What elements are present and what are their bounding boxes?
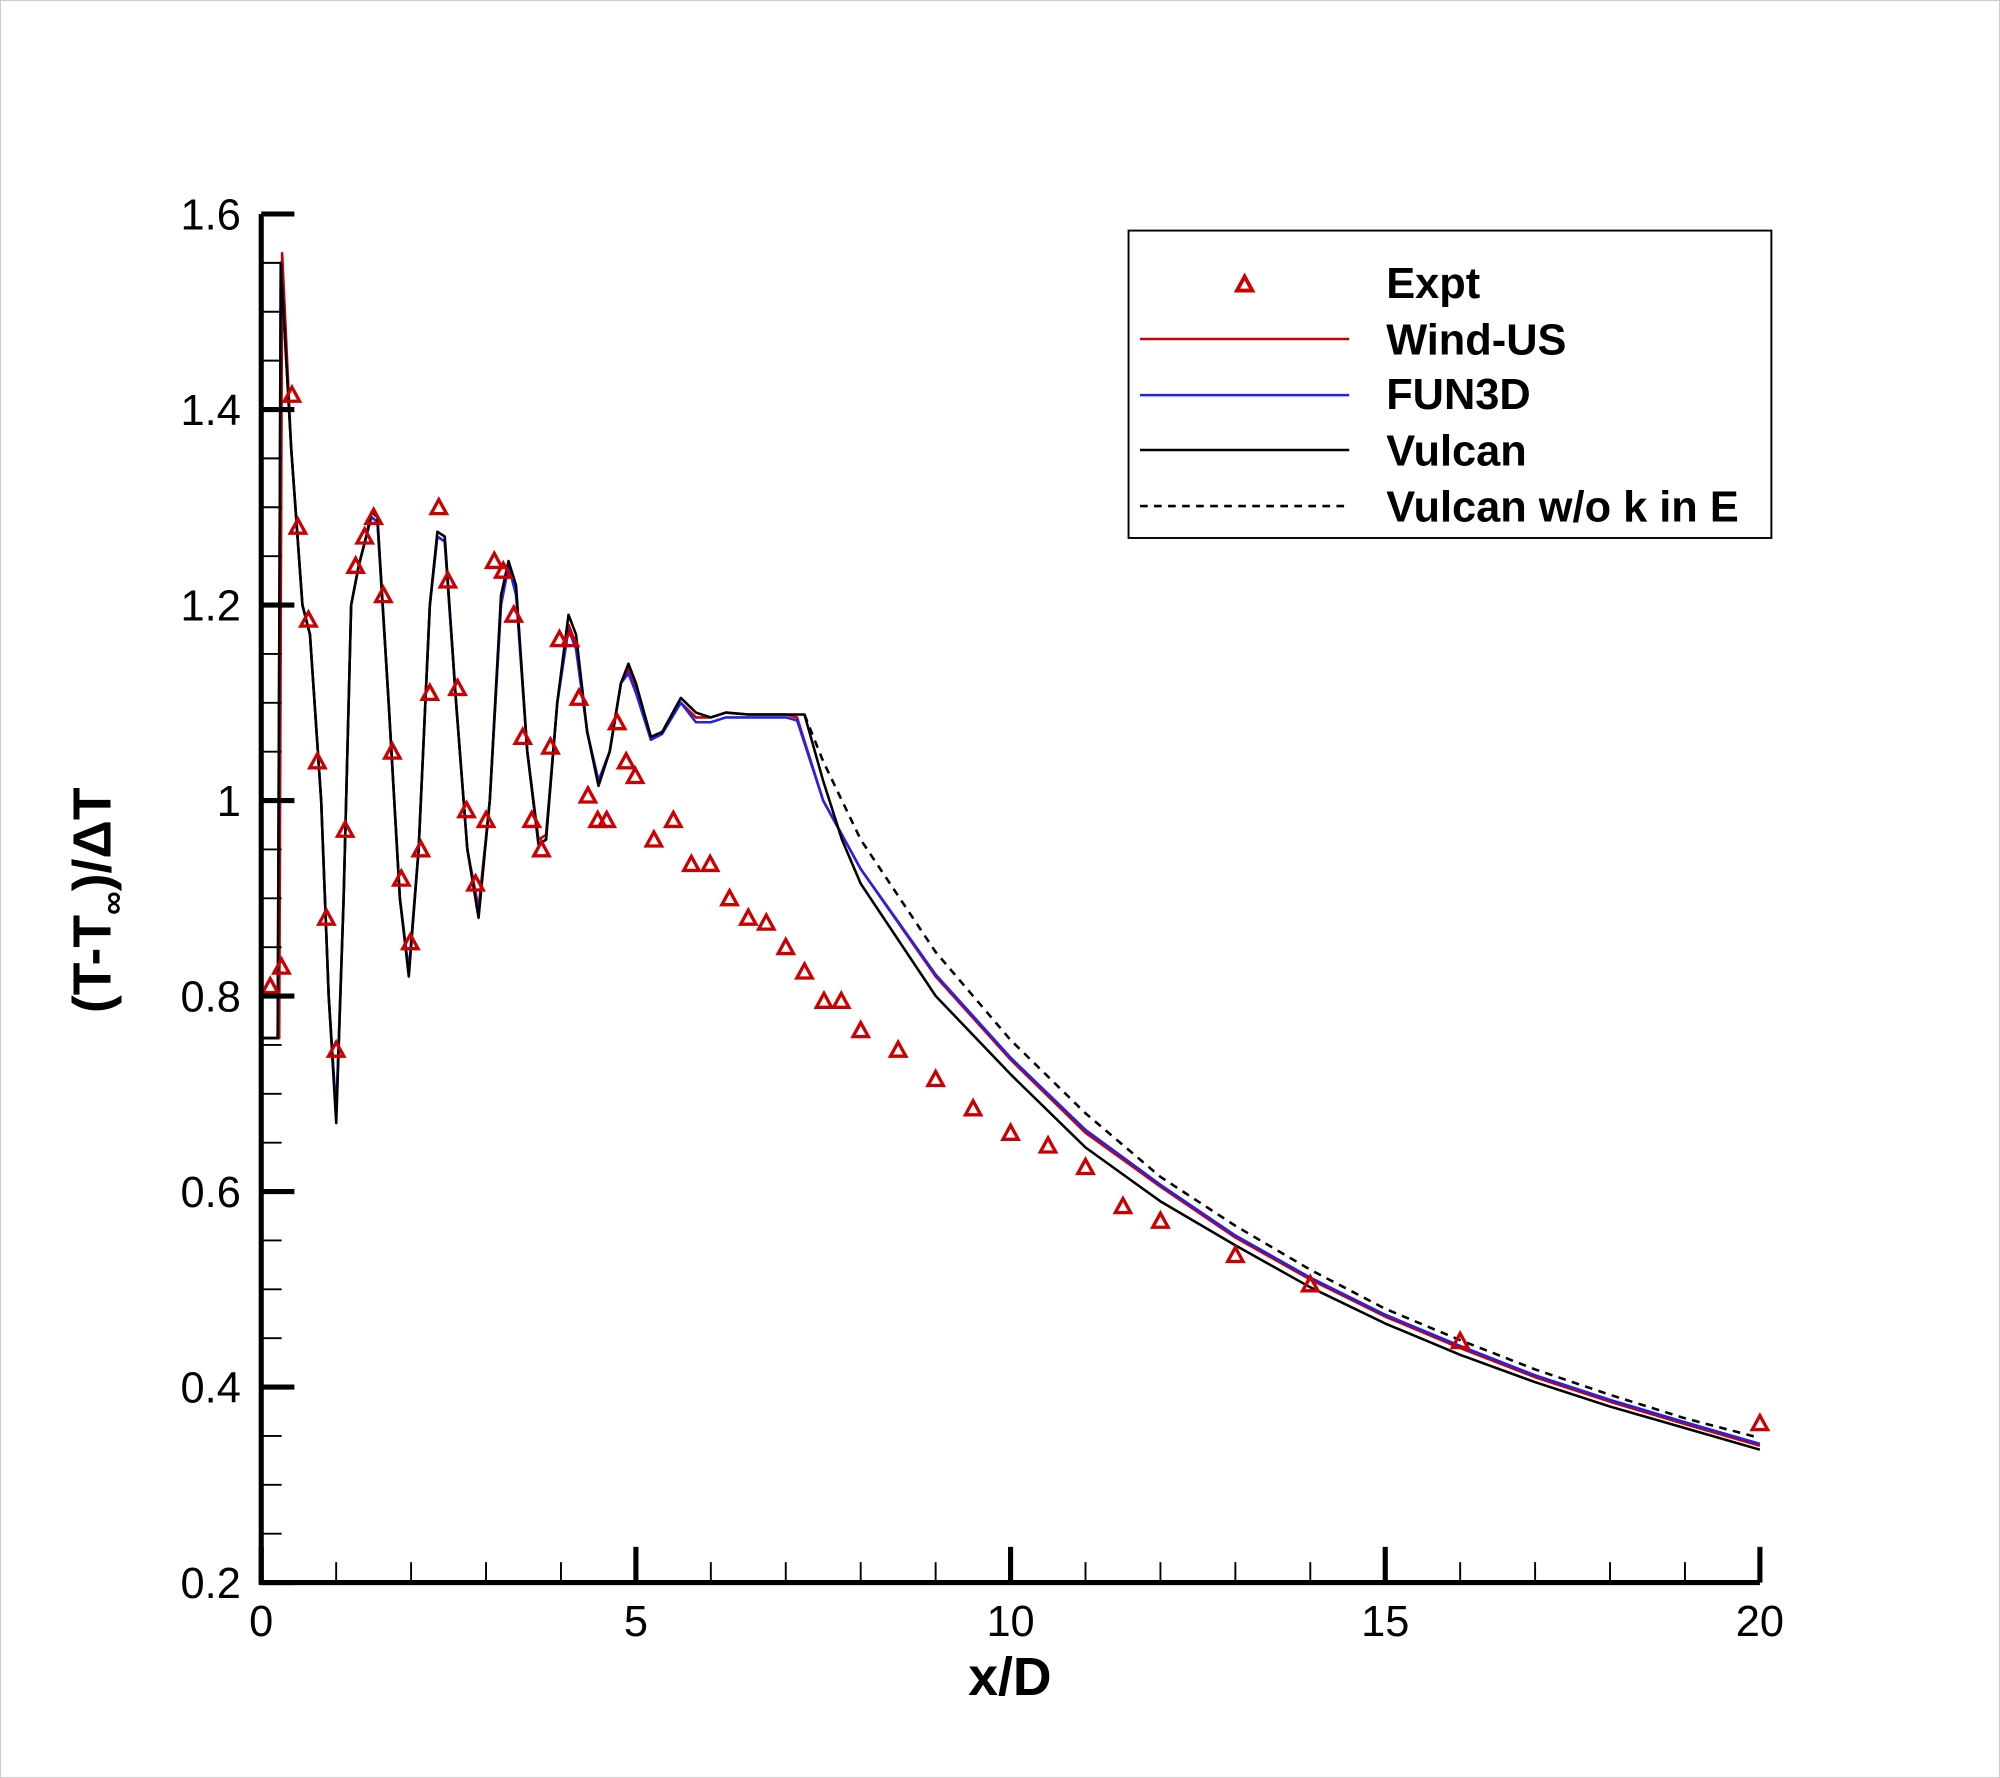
expt-point <box>447 677 469 697</box>
expt-point <box>1224 1243 1246 1264</box>
expt-point <box>643 828 665 848</box>
y-tick-label: 1.2 <box>181 582 241 630</box>
y-tick-label: 1 <box>217 778 241 826</box>
legend-label-expt: Expt <box>1386 260 1480 308</box>
y-axis-title-tail: )/ΔT <box>64 787 123 891</box>
expt-point <box>699 852 721 873</box>
legend-expt-marker <box>1233 272 1256 293</box>
tick-labels: 0 5 10 15 20 0.2 0.4 0.6 0.8 1 1.2 1.4 1.6 <box>181 191 1784 1646</box>
series-line-vulcan <box>261 261 1761 1451</box>
expt-point <box>540 735 561 755</box>
expt-point <box>281 383 303 403</box>
expt-point <box>372 584 394 604</box>
expt-point <box>549 628 570 648</box>
expt-point <box>315 906 337 926</box>
y-axis-title-sub: ∞ <box>94 891 131 915</box>
expt-point <box>624 764 646 785</box>
expt-point <box>962 1097 984 1117</box>
x-tick-label: 15 <box>1361 1598 1409 1646</box>
expt-point <box>483 549 505 570</box>
y-tick-label: 0.8 <box>181 973 241 1021</box>
expt-point <box>887 1038 909 1058</box>
expt-point <box>615 750 637 770</box>
expt-point <box>559 628 581 648</box>
expt-point <box>531 838 552 858</box>
expt-point <box>813 989 835 1009</box>
y-tick-label: 1.6 <box>181 191 241 239</box>
expt-point <box>354 525 376 545</box>
expt-point <box>334 818 356 838</box>
expt-point <box>596 808 618 829</box>
expt-point <box>363 505 385 526</box>
expt-point <box>577 784 599 804</box>
expt-point <box>456 799 477 819</box>
legend-box <box>1127 229 1773 539</box>
expt-point <box>475 808 497 829</box>
x-tick-label: 10 <box>986 1598 1034 1646</box>
x-tick-label: 0 <box>249 1598 273 1646</box>
expt-point <box>271 955 292 975</box>
expt-point <box>259 975 281 995</box>
x-axis-title: x/D <box>968 1648 1051 1707</box>
expt-point <box>719 887 741 907</box>
expt-point <box>390 867 412 887</box>
legend: Expt Wind-US FUN3D Vulcan Vulcan w/o k i… <box>1127 229 1773 539</box>
expt-point <box>428 496 450 516</box>
expt-point <box>568 686 590 706</box>
expt-point <box>606 711 628 731</box>
expt-point <box>775 936 797 956</box>
expt-point <box>1000 1121 1022 1141</box>
expt-point <box>399 931 421 951</box>
legend-label-fun3d: FUN3D <box>1386 371 1531 419</box>
y-axis-title-main: (T-T <box>64 915 123 1013</box>
expt-point <box>297 608 319 628</box>
y-tick-label: 0.4 <box>181 1364 241 1412</box>
expt-point <box>680 852 702 873</box>
curves <box>261 251 1761 1451</box>
expt-point <box>512 725 534 746</box>
expt-point <box>737 906 759 926</box>
expt-point <box>503 603 525 623</box>
expt-point <box>381 740 403 760</box>
y-axis-title: (T-T∞)/ΔT <box>64 787 132 1013</box>
legend-label-vulcan-no-k: Vulcan w/o k in E <box>1386 483 1739 531</box>
expt-point <box>850 1019 872 1039</box>
expt-point <box>1449 1330 1471 1350</box>
expt-point <box>925 1068 947 1088</box>
x-tick-label: 5 <box>624 1598 648 1646</box>
expt-point <box>1149 1209 1171 1229</box>
expt-point <box>306 750 328 770</box>
series-line-vulcan-w-o-k-in-e <box>803 714 1761 1440</box>
expt-point <box>1749 1412 1771 1432</box>
expt-point <box>794 960 815 980</box>
expt-point <box>465 872 486 892</box>
expt-point <box>755 911 777 931</box>
expt-point <box>521 808 543 829</box>
expt-point <box>1075 1156 1096 1176</box>
legend-label-vulcan: Vulcan <box>1386 427 1527 475</box>
expt-point <box>419 681 441 702</box>
expt-point <box>325 1038 347 1058</box>
expt-point <box>1112 1195 1134 1215</box>
legend-label-wind-us: Wind-US <box>1386 316 1566 364</box>
expt-point <box>287 515 309 535</box>
y-tick-label: 1.4 <box>181 387 241 435</box>
expt-point <box>437 569 459 589</box>
axes <box>258 211 1763 1586</box>
expt-point <box>662 808 684 829</box>
expt-point <box>1037 1134 1059 1154</box>
expt-point <box>1299 1273 1321 1293</box>
expt-point <box>830 989 852 1009</box>
y-tick-label: 0.6 <box>181 1169 241 1217</box>
expt-point <box>345 554 367 574</box>
expt-point <box>410 838 432 858</box>
expt-point <box>492 559 514 579</box>
expt-markers <box>259 383 1771 1432</box>
y-tick-label: 0.2 <box>181 1560 241 1608</box>
x-tick-label: 20 <box>1736 1598 1784 1646</box>
